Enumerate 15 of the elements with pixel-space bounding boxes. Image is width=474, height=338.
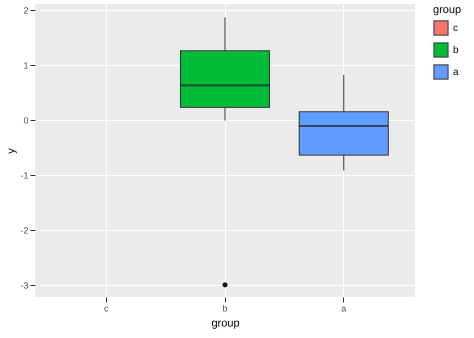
x-tick-label: b <box>222 304 228 314</box>
x-tick-label: c <box>104 304 109 314</box>
y-tick-label: 0 <box>23 115 28 126</box>
legend-label: b <box>453 45 459 56</box>
legend-title: group <box>433 4 462 16</box>
y-tick-label: -1 <box>20 170 28 180</box>
y-tick-label: -2 <box>20 225 28 236</box>
y-tick-label: 1 <box>23 60 28 71</box>
x-axis-title: group <box>211 318 240 330</box>
legend-label: c <box>453 23 458 34</box>
legend-label: a <box>453 67 459 78</box>
y-axis-title: y <box>6 148 18 154</box>
y-tick-label: -3 <box>20 280 28 290</box>
y-tick-label: 2 <box>23 6 28 16</box>
x-tick-label: a <box>341 304 346 314</box>
